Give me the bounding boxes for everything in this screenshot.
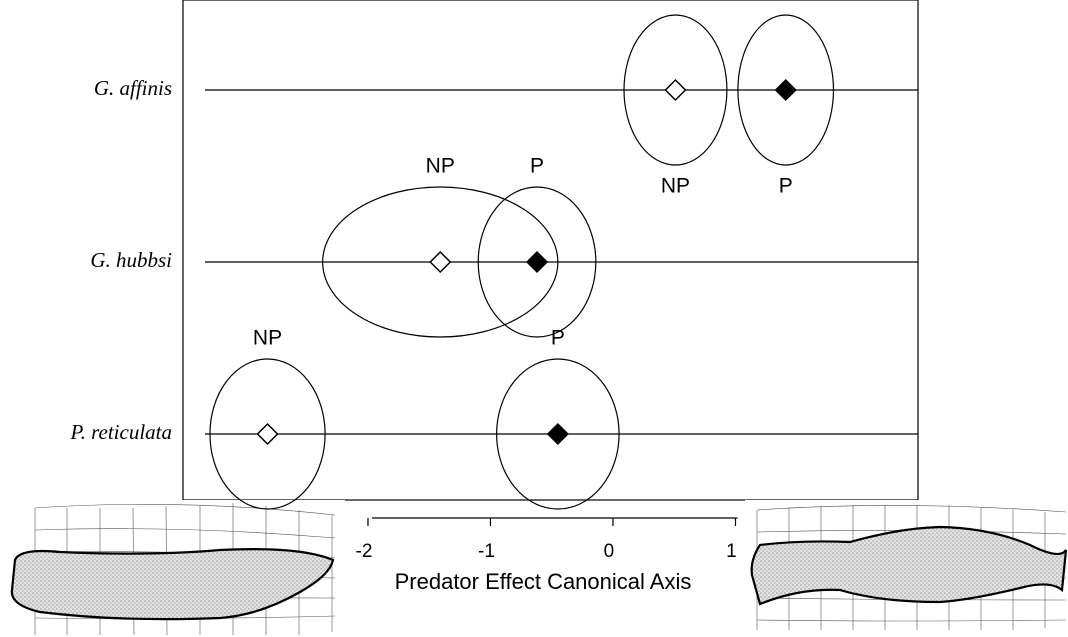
group-label: NP xyxy=(426,155,455,178)
point-marker xyxy=(527,252,547,272)
x-tick-label: 1 xyxy=(726,541,737,562)
group-label: NP xyxy=(253,327,282,350)
category-label: P. reticulata xyxy=(70,420,173,444)
x-tick-label: 0 xyxy=(604,541,615,562)
group-label: P xyxy=(779,175,793,198)
point-marker xyxy=(548,424,568,444)
group-label: P xyxy=(530,155,544,178)
x-tick-label: -1 xyxy=(478,541,495,562)
x-axis-title: Predator Effect Canonical Axis xyxy=(395,569,692,594)
point-marker xyxy=(776,80,796,100)
chart: Predator Effect Canonical Axis -2 -1 0 1 G. … xyxy=(0,0,1068,637)
point-marker xyxy=(430,252,450,272)
plot-frame xyxy=(183,0,918,500)
category-label: G. affinis xyxy=(94,76,172,100)
group-label: NP xyxy=(661,175,690,198)
point-marker xyxy=(258,424,278,444)
group-label: P xyxy=(551,327,565,350)
x-tick-label: -2 xyxy=(356,541,373,562)
category-label: G. hubbsi xyxy=(90,248,172,272)
point-marker xyxy=(665,80,685,100)
